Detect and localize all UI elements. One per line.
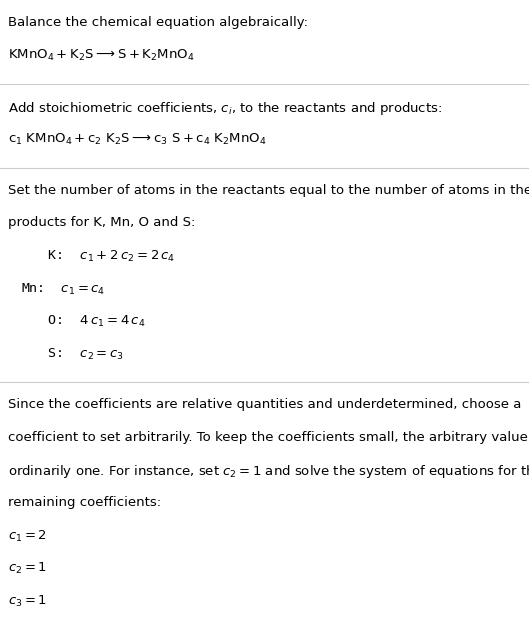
- Text: $\mathrm{c_1\ KMnO_4 + c_2\ K_2S \longrightarrow c_3\ S + c_4\ K_2MnO_4}$: $\mathrm{c_1\ KMnO_4 + c_2\ K_2S \longri…: [8, 132, 267, 147]
- Text: $c_2 = 1$: $c_2 = 1$: [8, 561, 47, 576]
- Text: S:  $c_2 = c_3$: S: $c_2 = c_3$: [32, 347, 124, 362]
- Text: O:  $4\,c_1 = 4\,c_4$: O: $4\,c_1 = 4\,c_4$: [32, 314, 145, 329]
- Text: ordinarily one. For instance, set $c_2 = 1$ and solve the system of equations fo: ordinarily one. For instance, set $c_2 =…: [8, 463, 529, 480]
- Text: Set the number of atoms in the reactants equal to the number of atoms in the: Set the number of atoms in the reactants…: [8, 184, 529, 197]
- Text: Add stoichiometric coefficients, $c_i$, to the reactants and products:: Add stoichiometric coefficients, $c_i$, …: [8, 100, 442, 117]
- Text: Since the coefficients are relative quantities and underdetermined, choose a: Since the coefficients are relative quan…: [8, 398, 521, 411]
- Text: remaining coefficients:: remaining coefficients:: [8, 496, 161, 509]
- Text: K:  $c_1 + 2\,c_2 = 2\,c_4$: K: $c_1 + 2\,c_2 = 2\,c_4$: [32, 249, 175, 264]
- Text: products for K, Mn, O and S:: products for K, Mn, O and S:: [8, 216, 195, 229]
- Text: $c_3 = 1$: $c_3 = 1$: [8, 594, 47, 609]
- Text: Mn:  $c_1 = c_4$: Mn: $c_1 = c_4$: [21, 282, 105, 297]
- Text: coefficient to set arbitrarily. To keep the coefficients small, the arbitrary va: coefficient to set arbitrarily. To keep …: [8, 431, 529, 444]
- Text: $c_1 = 2$: $c_1 = 2$: [8, 529, 47, 544]
- Text: Balance the chemical equation algebraically:: Balance the chemical equation algebraica…: [8, 16, 308, 29]
- Text: $\mathrm{KMnO_4 + K_2S \longrightarrow S + K_2MnO_4}$: $\mathrm{KMnO_4 + K_2S \longrightarrow S…: [8, 48, 195, 63]
